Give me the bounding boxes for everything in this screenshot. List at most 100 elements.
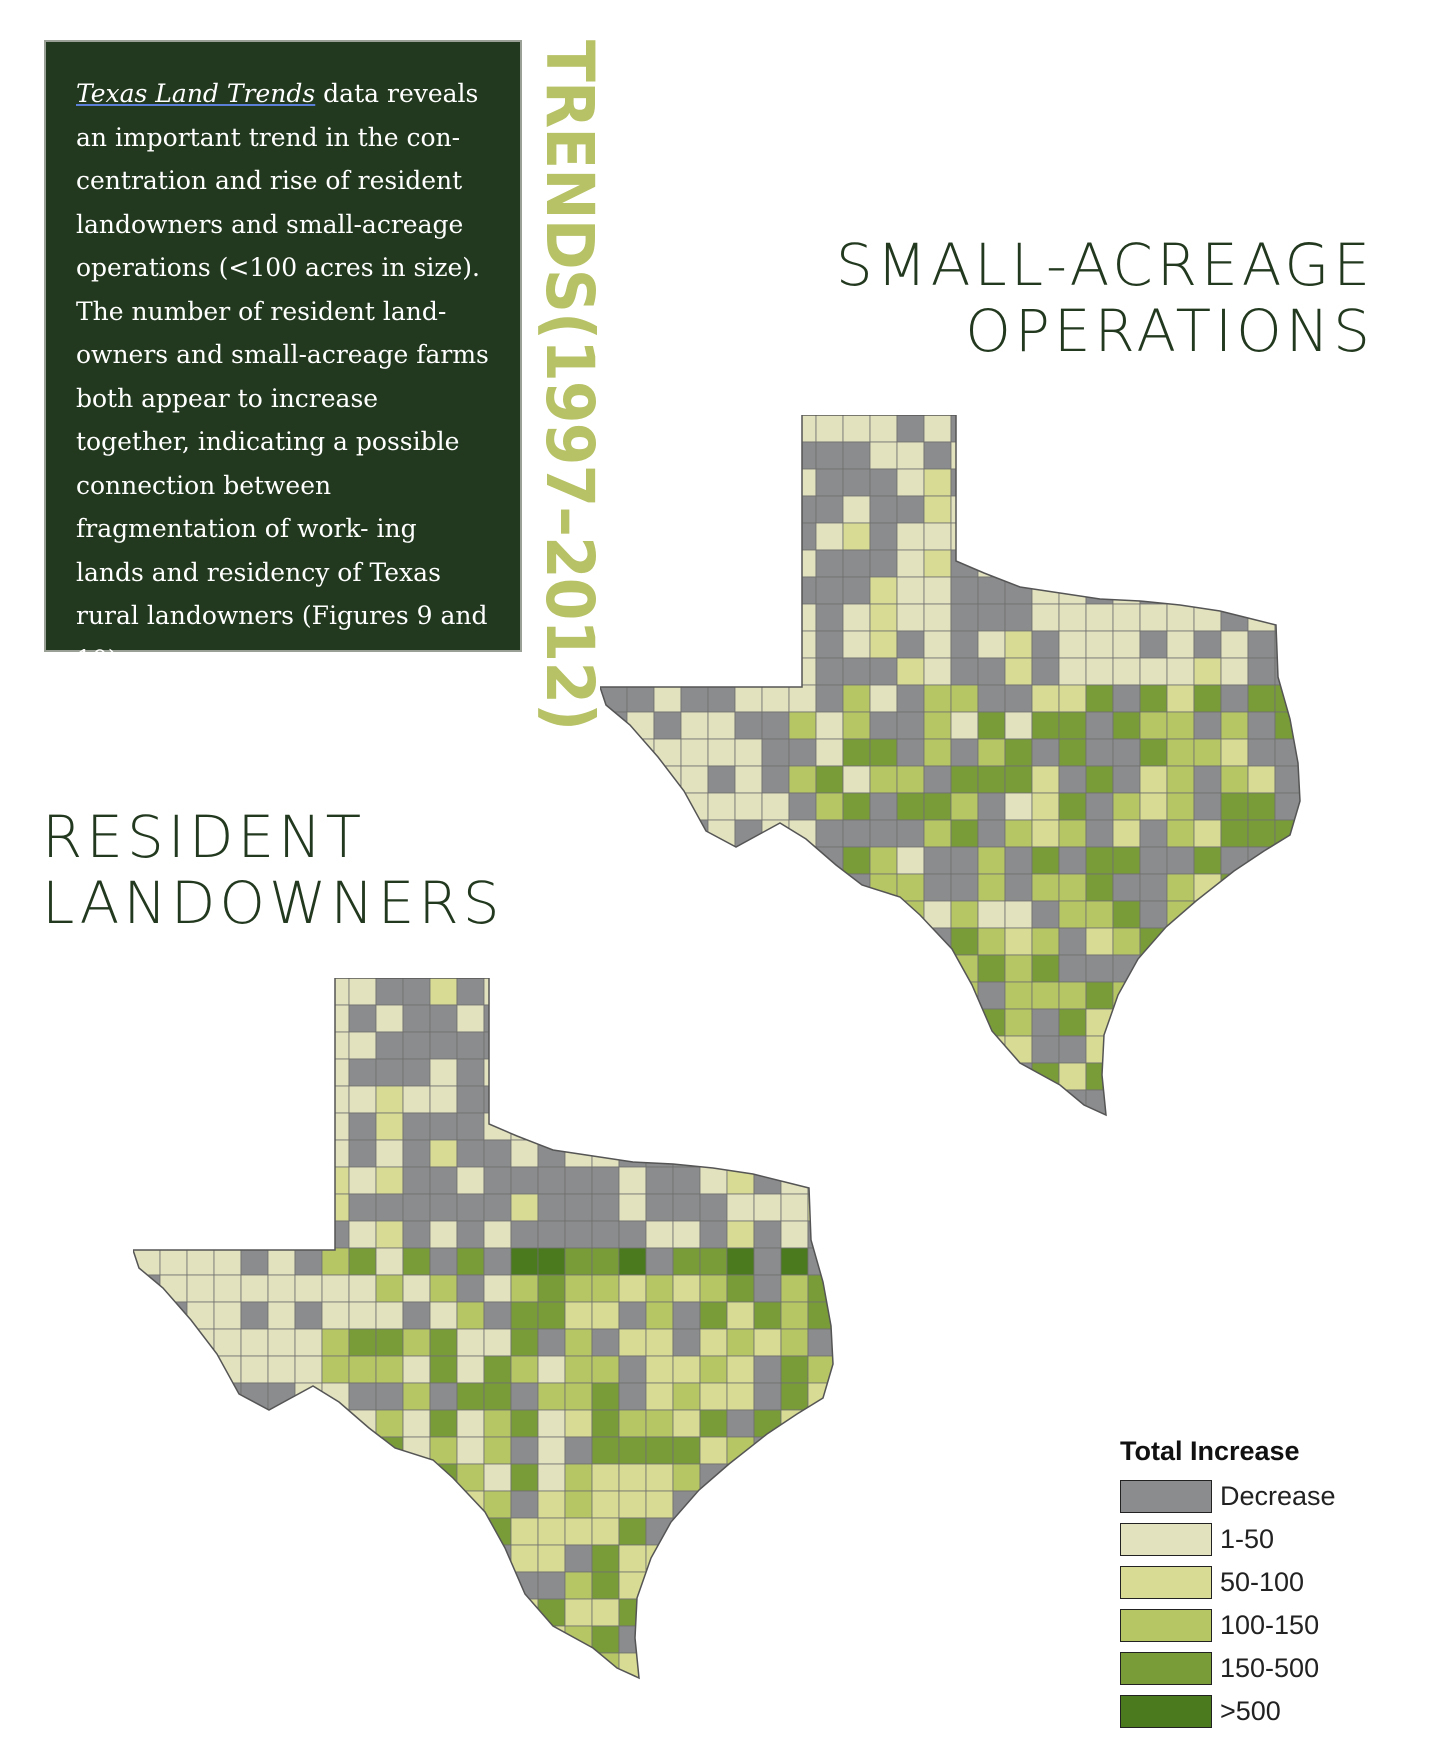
- county-cell: [653, 738, 682, 767]
- county-cell: [537, 1490, 566, 1519]
- county-cell: [815, 522, 844, 551]
- county-cell: [1166, 873, 1195, 902]
- resident-title: RESIDENT LANDOWNERS: [42, 804, 504, 936]
- county-cell: [923, 873, 952, 902]
- county-cell: [815, 684, 844, 713]
- legend-swatch: [1120, 1523, 1212, 1556]
- county-cell: [1220, 711, 1249, 740]
- county-cell: [618, 1544, 647, 1573]
- county-cell: [815, 415, 844, 443]
- legend-label: 50-100: [1220, 1567, 1305, 1597]
- county-cell: [591, 1463, 620, 1492]
- county-cell: [761, 711, 790, 740]
- county-cell: [842, 415, 871, 443]
- county-cell: [1004, 819, 1033, 848]
- county-cell: [815, 657, 844, 686]
- county-cell: [842, 495, 871, 524]
- county-cell: [1193, 711, 1222, 740]
- county-cell: [815, 468, 844, 497]
- county-cell: [402, 1220, 431, 1249]
- county-cell: [923, 792, 952, 821]
- county-cell: [618, 1166, 647, 1195]
- county-cell: [788, 684, 817, 713]
- county-cell: [896, 549, 925, 578]
- county-cell: [780, 1301, 809, 1330]
- county-cell: [537, 1544, 566, 1573]
- county-cell: [618, 1355, 647, 1384]
- county-cell: [680, 765, 709, 794]
- county-cell: [618, 1652, 647, 1678]
- county-cell: [564, 1490, 593, 1519]
- county-cell: [1058, 1035, 1087, 1064]
- county-cell: [707, 711, 736, 740]
- county-cell: [483, 1031, 512, 1060]
- county-cell: [1058, 576, 1087, 605]
- county-cell: [456, 1409, 485, 1438]
- county-cell: [1220, 819, 1249, 848]
- county-cell: [645, 1571, 674, 1600]
- county-cell: [1247, 792, 1276, 821]
- county-cell: [537, 1139, 566, 1168]
- county-cell: [869, 792, 898, 821]
- legend-swatch: [1120, 1652, 1212, 1685]
- county-cell: [1085, 711, 1114, 740]
- county-cell: [753, 1220, 782, 1249]
- county-cell: [707, 792, 736, 821]
- county-cell: [1112, 873, 1141, 902]
- county-cell: [950, 900, 979, 929]
- county-cell: [923, 603, 952, 632]
- county-cell: [896, 792, 925, 821]
- county-cell: [1085, 603, 1114, 632]
- county-cell: [402, 1355, 431, 1384]
- county-cell: [842, 792, 871, 821]
- county-cell: [780, 1193, 809, 1222]
- county-cell: [753, 1301, 782, 1330]
- county-cell: [699, 1274, 728, 1303]
- county-cell: [645, 1355, 674, 1384]
- county-cell: [537, 1463, 566, 1492]
- county-cell: [1193, 738, 1222, 767]
- county-cell: [699, 1409, 728, 1438]
- county-cell: [564, 1463, 593, 1492]
- county-cell: [1085, 981, 1114, 1010]
- county-cell: [842, 603, 871, 632]
- county-cell: [1085, 1089, 1114, 1115]
- county-cell: [707, 684, 736, 713]
- county-cell: [564, 1193, 593, 1222]
- resident-landowners-map-svg: [133, 978, 834, 1680]
- county-cell: [1031, 846, 1060, 875]
- county-cell: [429, 1274, 458, 1303]
- county-cell: [1166, 792, 1195, 821]
- county-cell: [950, 792, 979, 821]
- county-cell: [1085, 630, 1114, 659]
- county-cell: [213, 1247, 242, 1276]
- county-cell: [1220, 792, 1249, 821]
- county-cell: [510, 1139, 539, 1168]
- county-cell: [869, 468, 898, 497]
- county-cell: [923, 657, 952, 686]
- county-cell: [923, 549, 952, 578]
- county-cell: [591, 1409, 620, 1438]
- county-cell: [923, 441, 952, 470]
- county-cell: [815, 792, 844, 821]
- county-cell: [815, 495, 844, 524]
- resident-title-line2: LANDOWNERS: [42, 869, 504, 937]
- county-cell: [1193, 765, 1222, 794]
- county-cell: [726, 1382, 755, 1411]
- county-cell: [1247, 846, 1276, 875]
- county-cell: [1004, 630, 1033, 659]
- county-cell: [483, 1004, 512, 1033]
- county-cell: [510, 1274, 539, 1303]
- county-cell: [869, 738, 898, 767]
- county-cell: [672, 1517, 701, 1546]
- county-cell: [510, 1355, 539, 1384]
- county-cell: [510, 1382, 539, 1411]
- county-cell: [321, 1328, 350, 1357]
- county-cell: [1139, 873, 1168, 902]
- county-cell: [1004, 981, 1033, 1010]
- county-cell: [869, 846, 898, 875]
- county-cell: [869, 819, 898, 848]
- county-cell: [483, 1382, 512, 1411]
- county-cell: [456, 1274, 485, 1303]
- county-cell: [1031, 738, 1060, 767]
